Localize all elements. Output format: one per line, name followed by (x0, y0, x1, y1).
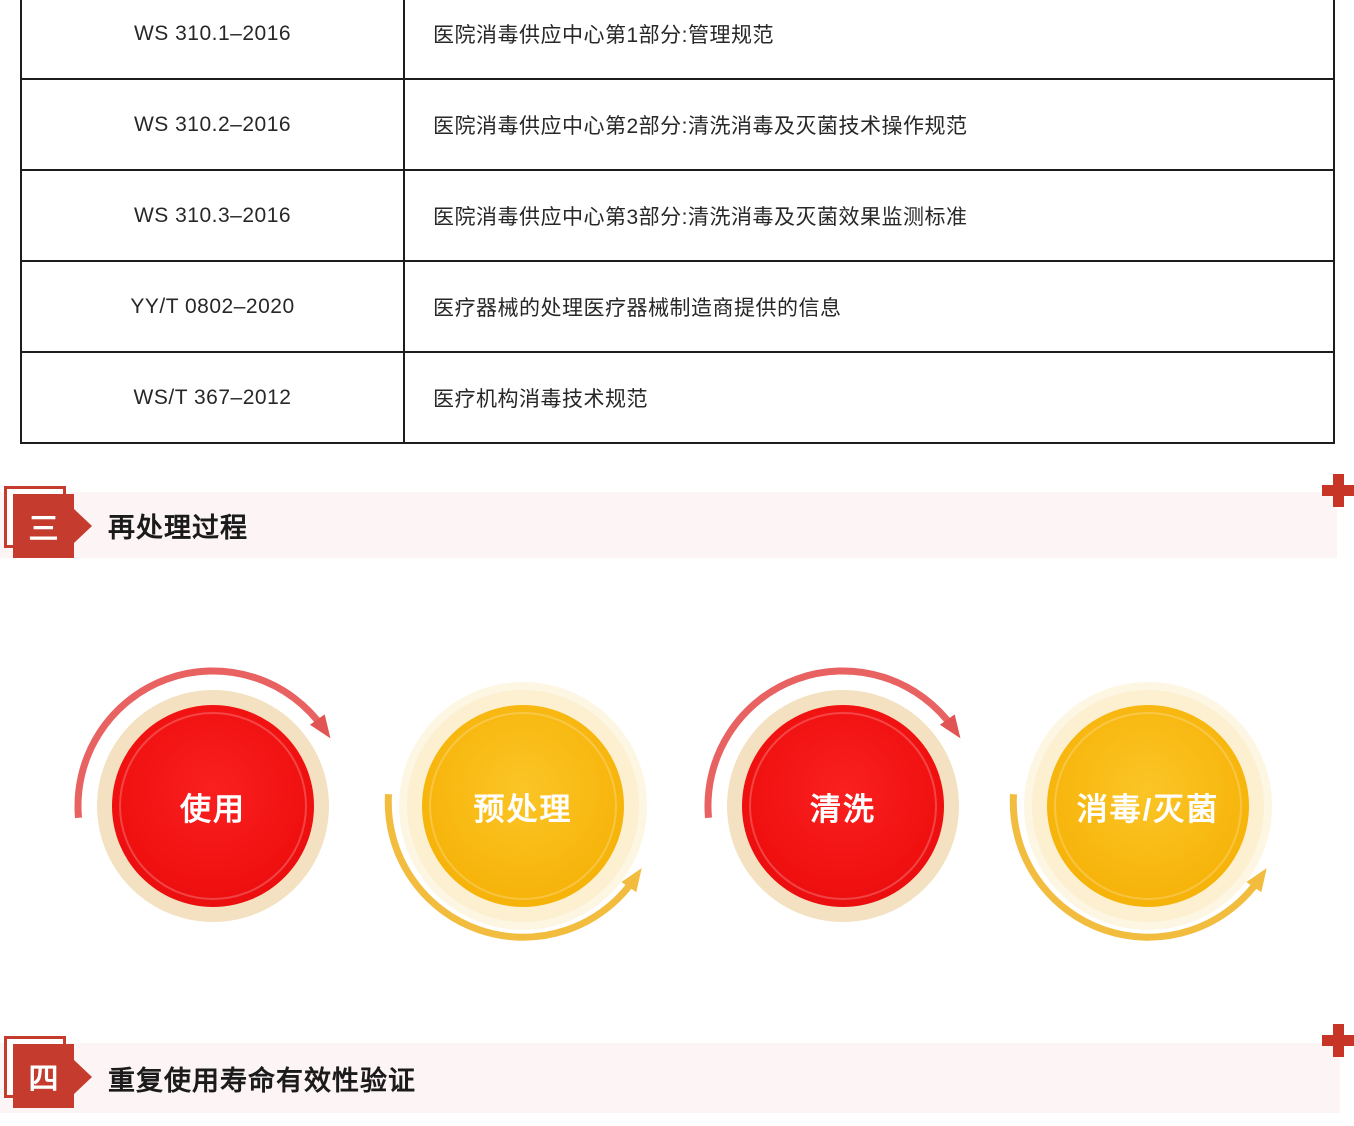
process-step-clean: 清洗 (693, 656, 993, 956)
process-step-sterilize: 消毒/灭菌 (998, 656, 1298, 956)
section-title: 重复使用寿命有效性验证 (108, 1065, 416, 1096)
section-number-badge: 三 (13, 494, 74, 558)
section-number-badge: 四 (13, 1044, 74, 1108)
standards-table: WS 310.1–2016 医院消毒供应中心第1部分:管理规范 WS 310.2… (20, 0, 1335, 444)
standard-desc: 医疗器械的处理医疗器械制造商提供的信息 (403, 260, 1335, 353)
table-row: WS 310.2–2016 医院消毒供应中心第2部分:清洗消毒及灭菌技术操作规范 (20, 78, 1335, 171)
cycle-arrow-icon (704, 667, 961, 819)
process-circle: 消毒/灭菌 (1047, 705, 1249, 907)
standard-desc: 医院消毒供应中心第2部分:清洗消毒及灭菌技术操作规范 (403, 78, 1335, 171)
standard-code: WS 310.3–2016 (20, 169, 405, 262)
cycle-arrow-icon (74, 667, 331, 819)
section-title: 再处理过程 (108, 512, 248, 543)
process-circle: 使用 (112, 705, 314, 907)
plus-icon (1322, 1024, 1354, 1057)
process-circle: 预处理 (422, 705, 624, 907)
process-step-pretreat: 预处理 (373, 656, 673, 956)
section-number: 三 (28, 513, 59, 546)
process-step-use: 使用 (63, 656, 363, 956)
section-strip (0, 492, 1337, 558)
standard-code: WS 310.1–2016 (20, 0, 405, 80)
badge-arrow-tip (74, 1060, 92, 1094)
standard-desc: 医院消毒供应中心第1部分:管理规范 (403, 0, 1335, 80)
table-row: WS/T 367–2012 医疗机构消毒技术规范 (20, 351, 1335, 444)
process-step-label: 消毒/灭菌 (1076, 791, 1220, 827)
standard-desc: 医疗机构消毒技术规范 (403, 351, 1335, 444)
table-row: WS 310.3–2016 医院消毒供应中心第3部分:清洗消毒及灭菌效果监测标准 (20, 169, 1335, 262)
process-circle: 清洗 (742, 705, 944, 907)
standard-code: YY/T 0802–2020 (20, 260, 405, 353)
table-row: YY/T 0802–2020 医疗器械的处理医疗器械制造商提供的信息 (20, 260, 1335, 353)
cycle-arrow-icon (384, 793, 642, 941)
plus-icon (1322, 474, 1354, 507)
process-step-label: 使用 (180, 791, 246, 827)
section-number: 四 (28, 1063, 59, 1096)
standard-code: WS/T 367–2012 (20, 351, 405, 444)
standard-code: WS 310.2–2016 (20, 78, 405, 171)
badge-arrow-tip (74, 509, 92, 543)
table-row: WS 310.1–2016 医院消毒供应中心第1部分:管理规范 (20, 0, 1335, 80)
process-step-label: 预处理 (473, 791, 573, 827)
standard-desc: 医院消毒供应中心第3部分:清洗消毒及灭菌效果监测标准 (403, 169, 1335, 262)
section-strip (0, 1043, 1340, 1113)
cycle-arrow-icon (1009, 793, 1267, 941)
process-step-label: 清洗 (810, 791, 876, 827)
